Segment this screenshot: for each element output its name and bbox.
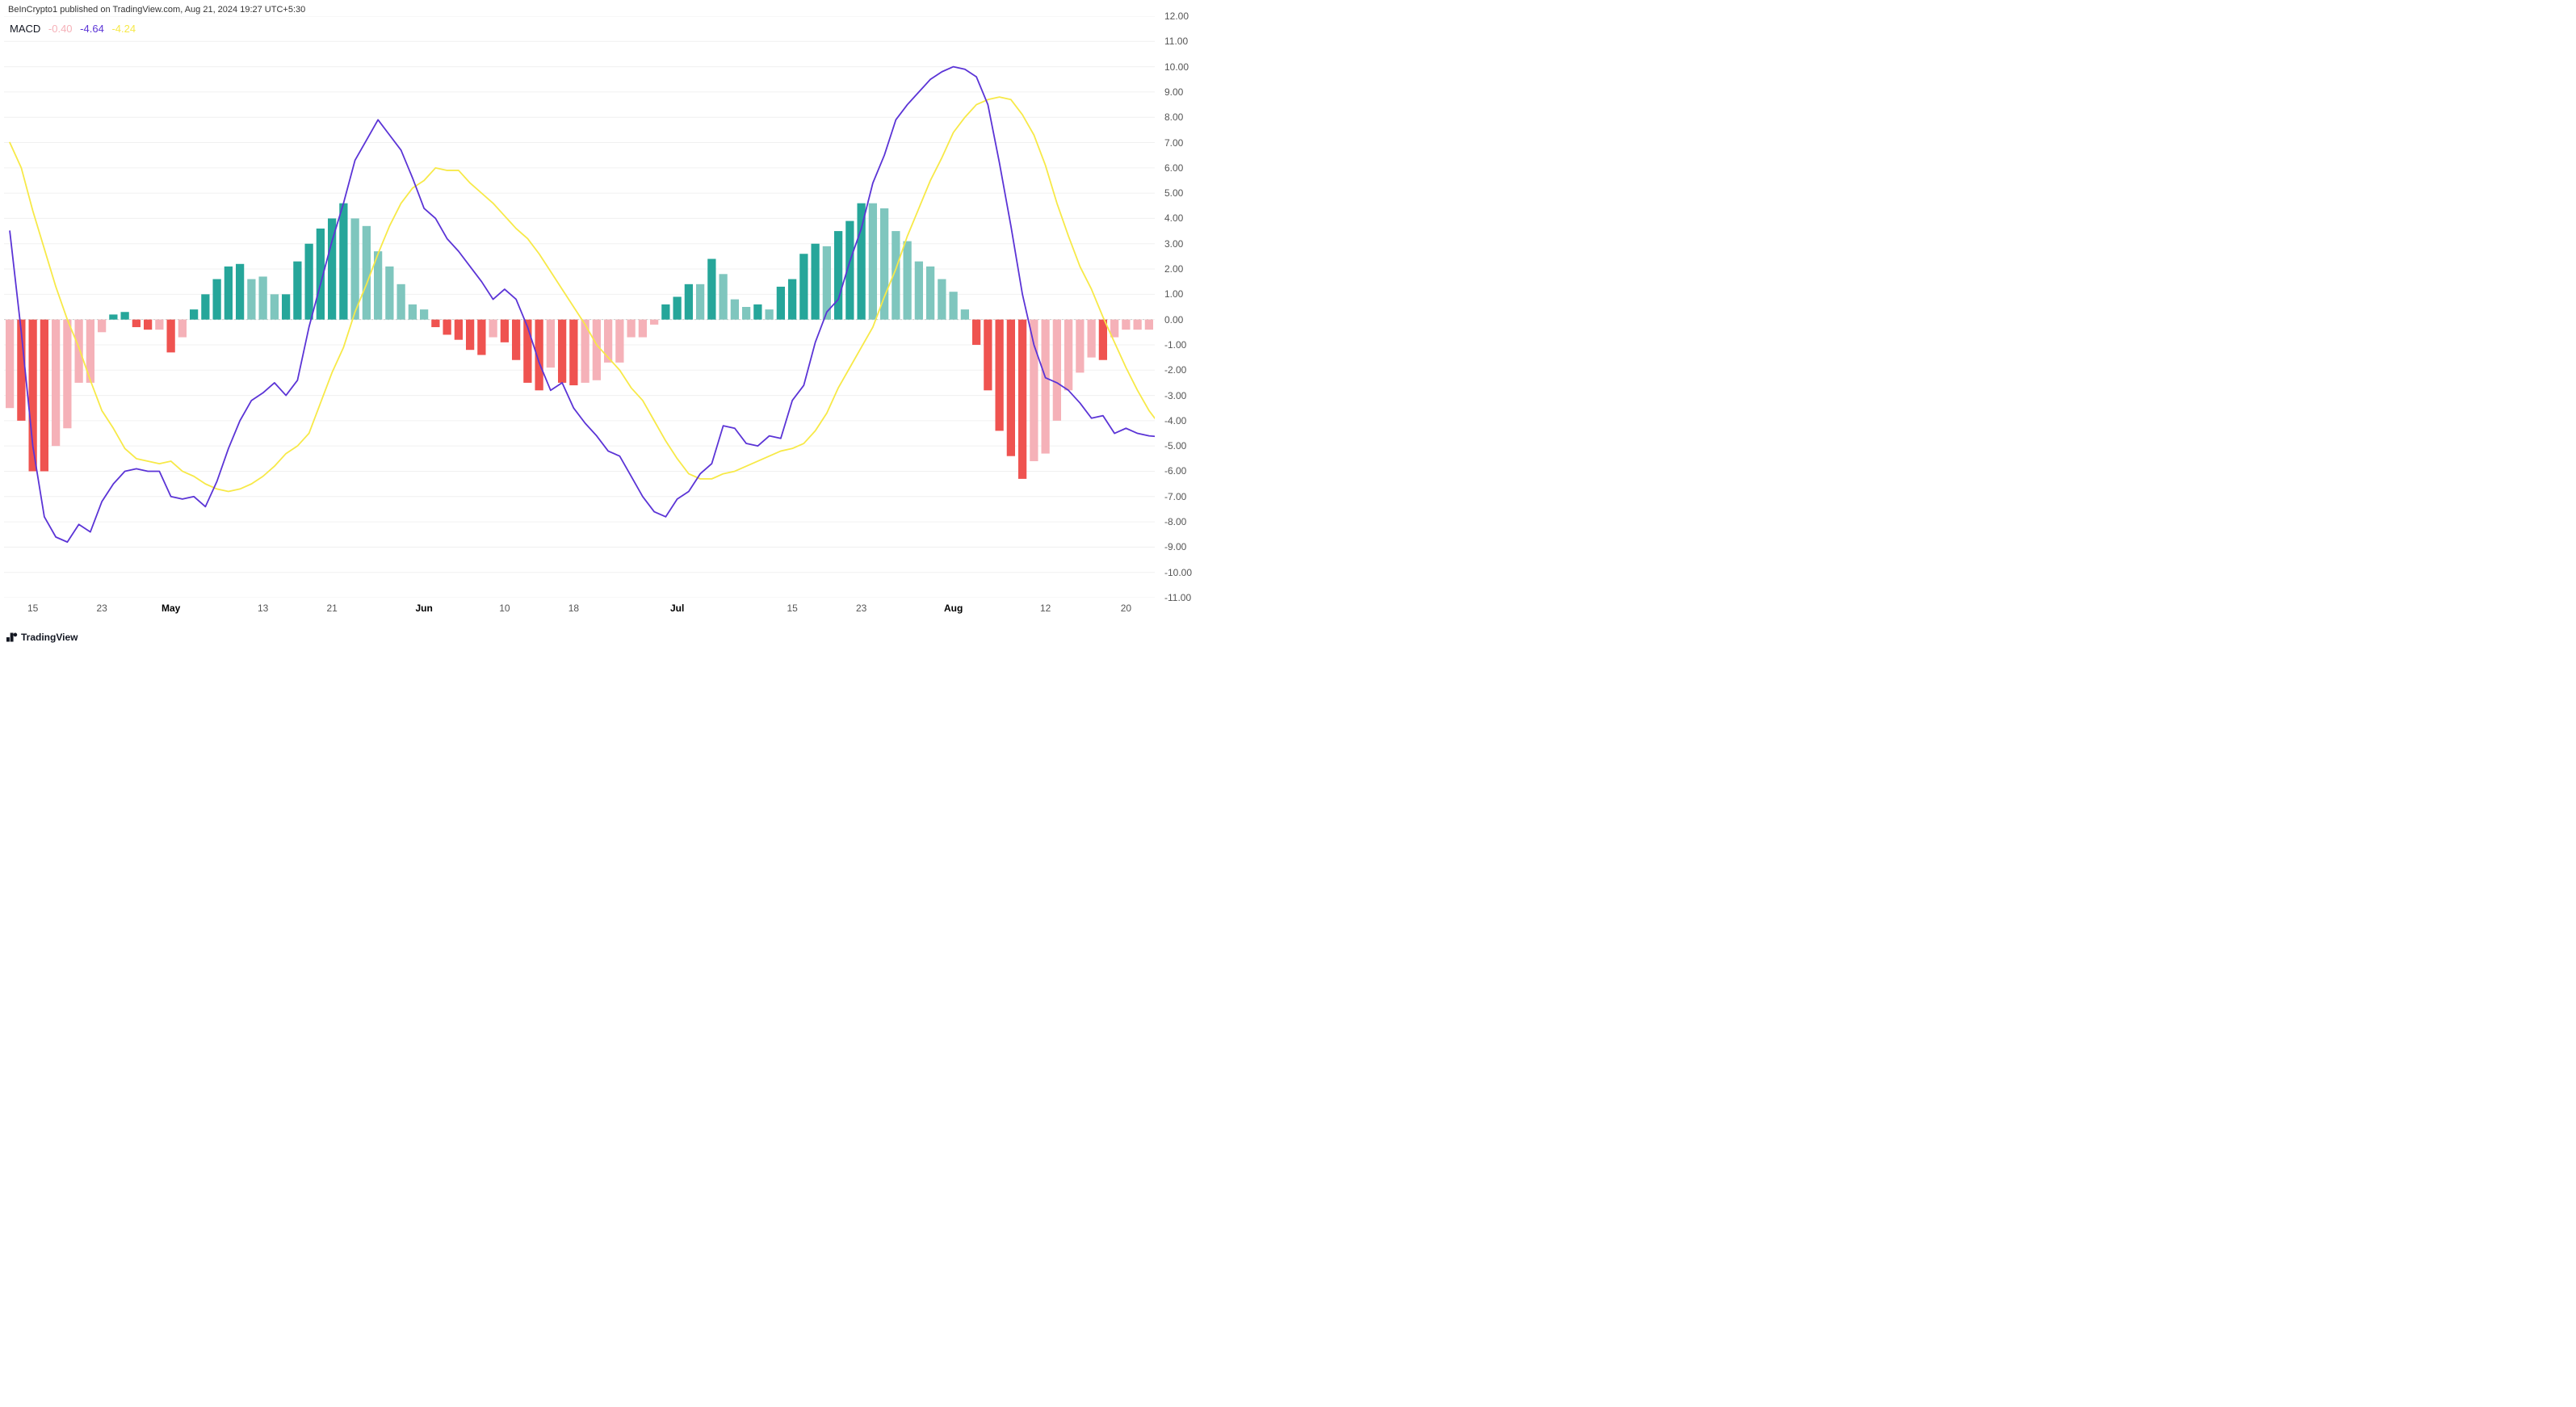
xtick-label: 15 [787, 603, 797, 614]
ytick-label: -3.00 [1164, 390, 1186, 401]
ytick-label: 11.00 [1164, 36, 1188, 47]
ytick-label: 8.00 [1164, 111, 1183, 123]
ytick-label: -1.00 [1164, 339, 1186, 351]
ytick-label: -5.00 [1164, 440, 1186, 452]
ytick-label: -2.00 [1164, 364, 1186, 376]
tradingview-logo: TradingView [6, 632, 78, 643]
x-axis: 15 23 May 13 21 Jun 10 18 Jul 15 23 Aug 12 20 [4, 603, 1155, 622]
ytick-label: -10.00 [1164, 567, 1192, 578]
ytick-label: 5.00 [1164, 187, 1183, 199]
ytick-label: 1.00 [1164, 288, 1183, 300]
xtick-label: May [162, 603, 180, 614]
xtick-label: 12 [1040, 603, 1051, 614]
ytick-label: 2.00 [1164, 263, 1183, 275]
y-axis: 12.0011.0010.009.008.007.006.005.004.003… [1158, 16, 1211, 598]
xtick-label: 23 [856, 603, 866, 614]
xtick-label: Aug [944, 603, 963, 614]
xtick-label: 13 [258, 603, 268, 614]
xtick-label: 20 [1121, 603, 1131, 614]
ytick-label: -9.00 [1164, 541, 1186, 552]
ytick-label: 12.00 [1164, 10, 1189, 22]
ytick-label: 9.00 [1164, 86, 1183, 98]
xtick-label: 23 [96, 603, 107, 614]
ytick-label: -11.00 [1164, 592, 1191, 603]
ytick-label: 10.00 [1164, 61, 1189, 73]
ytick-label: 3.00 [1164, 238, 1183, 250]
ytick-label: -7.00 [1164, 491, 1186, 502]
ytick-label: -8.00 [1164, 516, 1186, 527]
xtick-label: 18 [568, 603, 579, 614]
ytick-label: -4.00 [1164, 415, 1186, 426]
xtick-label: 10 [499, 603, 510, 614]
xtick-label: 15 [27, 603, 38, 614]
xtick-label: Jul [670, 603, 684, 614]
ytick-label: -6.00 [1164, 465, 1186, 477]
ytick-label: 7.00 [1164, 137, 1183, 149]
ytick-label: 0.00 [1164, 314, 1183, 326]
publish-header: BeInCrypto1 published on TradingView.com… [8, 5, 305, 15]
xtick-label: Jun [415, 603, 432, 614]
macd-chart[interactable] [4, 16, 1155, 598]
ytick-label: 4.00 [1164, 212, 1183, 224]
xtick-label: 21 [326, 603, 337, 614]
ytick-label: 6.00 [1164, 162, 1183, 174]
